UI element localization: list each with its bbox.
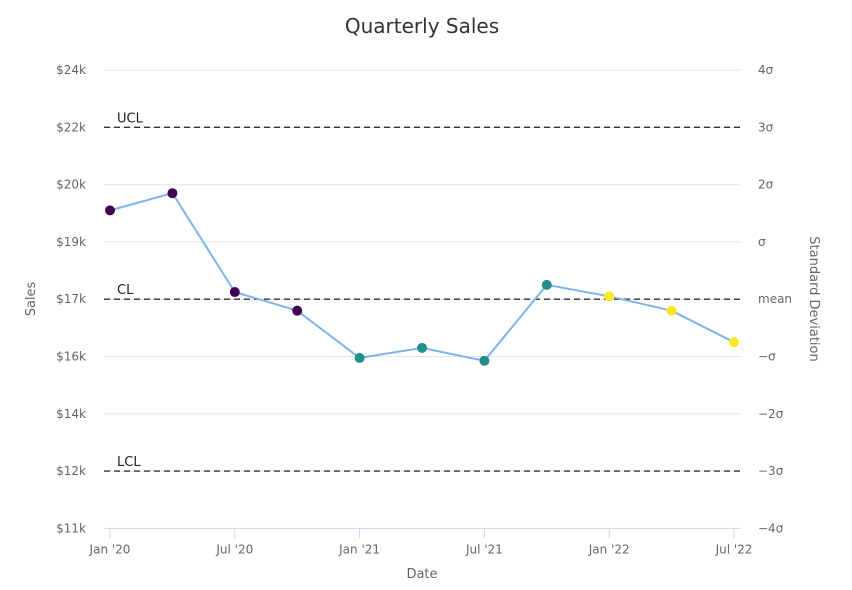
- y2-axis-title: Standard Deviation: [806, 236, 821, 361]
- y-axis-title: Sales: [24, 281, 39, 316]
- y2-tick-label: 3σ: [758, 120, 774, 134]
- y-tick-label: $24k: [56, 63, 86, 77]
- y-tick-label: $17k: [56, 292, 86, 306]
- y2-tick-label: σ: [758, 235, 766, 249]
- y2-tick-label: 4σ: [758, 63, 774, 77]
- y-tick-label: $11k: [56, 521, 86, 535]
- y2-tick-label: −4σ: [758, 521, 784, 535]
- data-point: [729, 337, 739, 348]
- y2-tick-label: −3σ: [758, 464, 784, 478]
- x-tick-label: Jul '22: [715, 542, 753, 556]
- x-tick-label: Jan '20: [89, 542, 131, 556]
- y-tick-label: $22k: [56, 120, 86, 134]
- y2-tick-label: mean: [758, 292, 792, 306]
- data-point: [417, 342, 427, 353]
- x-tick-label: Jul '20: [215, 542, 253, 556]
- control-label-ucl: UCL: [117, 111, 144, 126]
- data-point: [354, 352, 365, 363]
- data-point: [167, 188, 178, 199]
- x-tick-label: Jan '21: [338, 542, 380, 556]
- y2-tick-label: 2σ: [758, 178, 774, 192]
- data-point: [229, 287, 240, 298]
- control-lines: UCL CL LCL: [104, 111, 740, 472]
- data-point: [541, 279, 552, 290]
- control-label-lcl: LCL: [117, 455, 141, 470]
- x-tick-label: Jan '22: [588, 542, 630, 556]
- data-point: [105, 205, 115, 216]
- series-line: [109, 192, 735, 362]
- y-tick-label: $12k: [56, 464, 86, 478]
- y2-tick-label: −σ: [758, 350, 776, 364]
- grid-layer: [104, 69, 740, 472]
- data-point: [666, 305, 677, 316]
- y-tick-label: $16k: [56, 350, 86, 364]
- y2-tick-label: −2σ: [758, 407, 784, 421]
- sales-series: [105, 188, 739, 366]
- data-point: [292, 305, 303, 316]
- y-tick-label: $20k: [56, 178, 86, 192]
- control-label-cl: CL: [117, 283, 134, 298]
- x-tick-label: Jul '21: [465, 542, 503, 556]
- y-tick-label: $19k: [56, 235, 86, 249]
- y-tick-label: $14k: [56, 407, 86, 421]
- data-point: [604, 291, 615, 302]
- data-point: [479, 355, 490, 366]
- chart-title: Quarterly Sales: [345, 14, 499, 38]
- x-axis-title: Date: [406, 567, 437, 582]
- axes: $24k $22k $20k $19k $17k $16k $14k $12k $11k 4σ 3σ…: [56, 63, 792, 556]
